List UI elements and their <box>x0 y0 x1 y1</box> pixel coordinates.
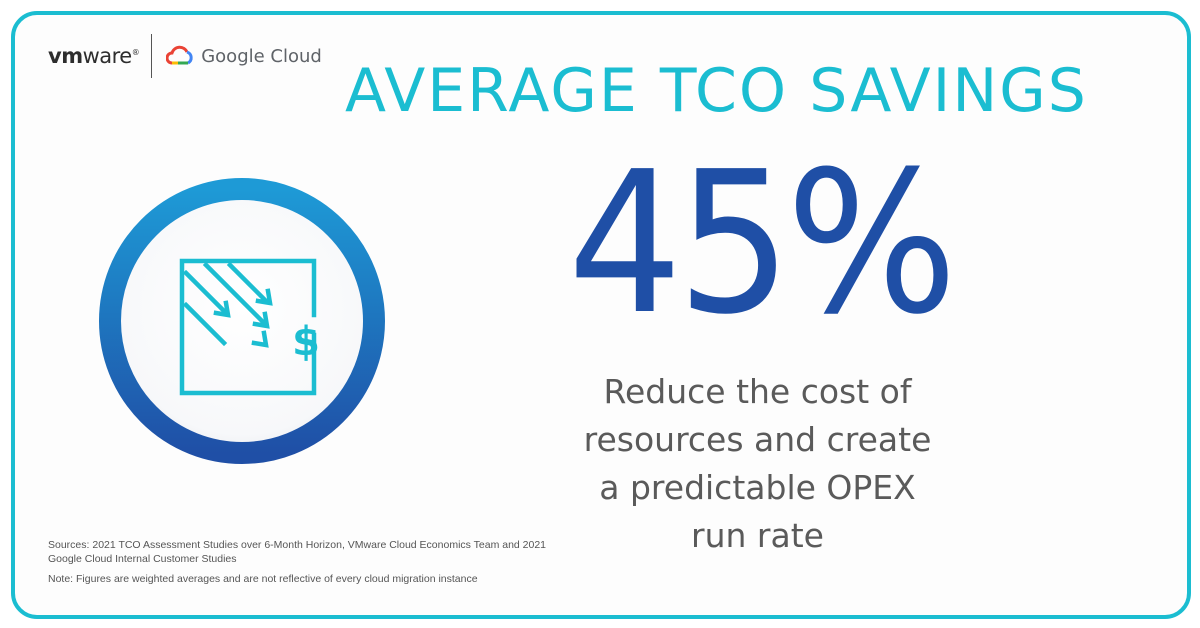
description-line: run rate <box>691 516 824 555</box>
description-line: a predictable OPEX <box>599 468 916 507</box>
headline: AVERAGE TCO SAVINGS <box>345 56 1088 126</box>
brand-logos: vmware® Google Cloud <box>48 34 322 78</box>
description: Reduce the cost of resources and create … <box>530 368 985 560</box>
description-line: Reduce the cost of <box>603 372 912 411</box>
savings-percentage: 45% <box>567 130 958 358</box>
vmware-logo: vmware® <box>48 44 140 68</box>
description-line: resources and create <box>583 420 932 459</box>
logo-divider <box>151 34 153 78</box>
note-text: Note: Figures are weighted averages and … <box>48 573 478 585</box>
cost-reduction-icon: $ <box>99 178 385 464</box>
dollar-sign: $ <box>292 319 320 365</box>
sources-text: Sources: 2021 TCO Assessment Studies ove… <box>48 539 547 565</box>
google-cloud-text: Google Cloud <box>201 45 322 67</box>
google-cloud-icon <box>166 45 193 65</box>
